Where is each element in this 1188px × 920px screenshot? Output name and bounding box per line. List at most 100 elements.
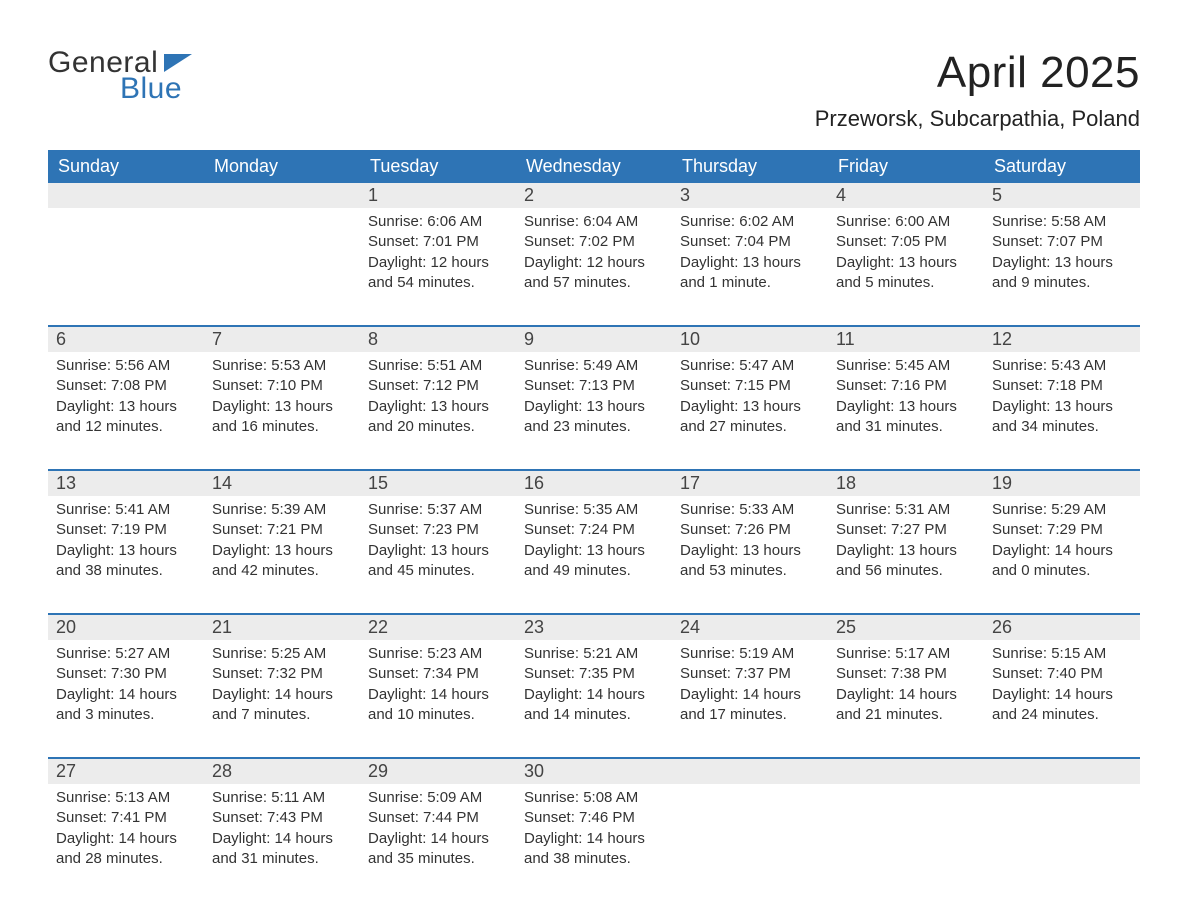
daylight-line: and 42 minutes. [212, 561, 352, 581]
sunrise-line: Sunrise: 5:08 AM [524, 788, 664, 808]
daylight-line: Daylight: 13 hours [992, 253, 1132, 273]
sunset-line: Sunset: 7:32 PM [212, 664, 352, 684]
sunrise-line: Sunrise: 5:56 AM [56, 356, 196, 376]
sunset-line: Sunset: 7:02 PM [524, 232, 664, 252]
sunrise-line: Sunrise: 5:51 AM [368, 356, 508, 376]
day-detail-cell [984, 784, 1140, 896]
day-detail-cell: Sunrise: 5:08 AMSunset: 7:46 PMDaylight:… [516, 784, 672, 896]
day-detail-cell: Sunrise: 5:49 AMSunset: 7:13 PMDaylight:… [516, 352, 672, 470]
day-detail-cell: Sunrise: 5:39 AMSunset: 7:21 PMDaylight:… [204, 496, 360, 614]
day-detail-cell: Sunrise: 5:15 AMSunset: 7:40 PMDaylight:… [984, 640, 1140, 758]
daylight-line: Daylight: 14 hours [56, 685, 196, 705]
sunset-line: Sunset: 7:05 PM [836, 232, 976, 252]
day-number-cell: 7 [204, 327, 360, 352]
sunset-line: Sunset: 7:26 PM [680, 520, 820, 540]
sunrise-line: Sunrise: 5:23 AM [368, 644, 508, 664]
sunrise-line: Sunrise: 5:41 AM [56, 500, 196, 520]
dow-header: Monday [204, 150, 360, 183]
daylight-line: Daylight: 14 hours [680, 685, 820, 705]
day-detail-cell: Sunrise: 5:37 AMSunset: 7:23 PMDaylight:… [360, 496, 516, 614]
header: General Blue April 2025 Przeworsk, Subca… [48, 48, 1140, 132]
sunrise-line: Sunrise: 6:00 AM [836, 212, 976, 232]
daylight-line: and 56 minutes. [836, 561, 976, 581]
daylight-line: and 27 minutes. [680, 417, 820, 437]
daylight-line: Daylight: 13 hours [56, 541, 196, 561]
sunrise-line: Sunrise: 6:06 AM [368, 212, 508, 232]
daylight-line: and 9 minutes. [992, 273, 1132, 293]
sunrise-line: Sunrise: 5:21 AM [524, 644, 664, 664]
dow-header: Friday [828, 150, 984, 183]
day-detail-cell: Sunrise: 5:19 AMSunset: 7:37 PMDaylight:… [672, 640, 828, 758]
day-detail-cell: Sunrise: 6:04 AMSunset: 7:02 PMDaylight:… [516, 208, 672, 326]
day-number-cell: 30 [516, 759, 672, 784]
daylight-line: Daylight: 14 hours [368, 829, 508, 849]
sunset-line: Sunset: 7:04 PM [680, 232, 820, 252]
sunrise-line: Sunrise: 5:31 AM [836, 500, 976, 520]
day-number-cell [48, 183, 204, 208]
daylight-line: Daylight: 14 hours [212, 685, 352, 705]
sunrise-line: Sunrise: 5:17 AM [836, 644, 976, 664]
day-number-cell [984, 759, 1140, 784]
daylight-line: and 53 minutes. [680, 561, 820, 581]
day-detail-cell: Sunrise: 5:35 AMSunset: 7:24 PMDaylight:… [516, 496, 672, 614]
sunset-line: Sunset: 7:10 PM [212, 376, 352, 396]
day-number-cell: 4 [828, 183, 984, 208]
sunrise-line: Sunrise: 5:11 AM [212, 788, 352, 808]
day-detail-cell [672, 784, 828, 896]
daylight-line: and 10 minutes. [368, 705, 508, 725]
day-detail-cell: Sunrise: 5:09 AMSunset: 7:44 PMDaylight:… [360, 784, 516, 896]
daylight-line: Daylight: 14 hours [524, 829, 664, 849]
dow-header: Sunday [48, 150, 204, 183]
daylight-line: and 38 minutes. [524, 849, 664, 869]
daylight-line: and 3 minutes. [56, 705, 196, 725]
sunset-line: Sunset: 7:16 PM [836, 376, 976, 396]
daylight-line: Daylight: 13 hours [680, 397, 820, 417]
sunrise-line: Sunrise: 5:45 AM [836, 356, 976, 376]
daylight-line: and 34 minutes. [992, 417, 1132, 437]
day-detail-cell: Sunrise: 6:02 AMSunset: 7:04 PMDaylight:… [672, 208, 828, 326]
dow-header: Thursday [672, 150, 828, 183]
day-detail-cell: Sunrise: 5:29 AMSunset: 7:29 PMDaylight:… [984, 496, 1140, 614]
day-detail-cell: Sunrise: 5:27 AMSunset: 7:30 PMDaylight:… [48, 640, 204, 758]
daylight-line: and 49 minutes. [524, 561, 664, 581]
sunrise-line: Sunrise: 5:33 AM [680, 500, 820, 520]
sunset-line: Sunset: 7:15 PM [680, 376, 820, 396]
day-detail-row: Sunrise: 5:27 AMSunset: 7:30 PMDaylight:… [48, 640, 1140, 758]
dow-header: Tuesday [360, 150, 516, 183]
sunset-line: Sunset: 7:23 PM [368, 520, 508, 540]
sunset-line: Sunset: 7:35 PM [524, 664, 664, 684]
daylight-line: and 28 minutes. [56, 849, 196, 869]
day-number-cell: 5 [984, 183, 1140, 208]
title-block: April 2025 Przeworsk, Subcarpathia, Pola… [815, 48, 1140, 132]
daylight-line: Daylight: 14 hours [212, 829, 352, 849]
day-number-row: 20212223242526 [48, 615, 1140, 640]
sunset-line: Sunset: 7:08 PM [56, 376, 196, 396]
daylight-line: and 5 minutes. [836, 273, 976, 293]
daylight-line: Daylight: 13 hours [836, 253, 976, 273]
sunrise-line: Sunrise: 6:02 AM [680, 212, 820, 232]
day-number-cell: 10 [672, 327, 828, 352]
day-number-cell: 6 [48, 327, 204, 352]
location-subtitle: Przeworsk, Subcarpathia, Poland [815, 106, 1140, 132]
sunset-line: Sunset: 7:38 PM [836, 664, 976, 684]
sunset-line: Sunset: 7:46 PM [524, 808, 664, 828]
sunrise-line: Sunrise: 5:39 AM [212, 500, 352, 520]
daylight-line: Daylight: 14 hours [368, 685, 508, 705]
sunrise-line: Sunrise: 5:15 AM [992, 644, 1132, 664]
calendar-page: General Blue April 2025 Przeworsk, Subca… [0, 0, 1188, 920]
day-detail-cell: Sunrise: 5:43 AMSunset: 7:18 PMDaylight:… [984, 352, 1140, 470]
sunset-line: Sunset: 7:34 PM [368, 664, 508, 684]
day-number-cell: 14 [204, 471, 360, 496]
sunset-line: Sunset: 7:41 PM [56, 808, 196, 828]
day-detail-cell: Sunrise: 5:31 AMSunset: 7:27 PMDaylight:… [828, 496, 984, 614]
daylight-line: Daylight: 13 hours [524, 397, 664, 417]
day-number-cell [204, 183, 360, 208]
day-of-week-header-row: Sunday Monday Tuesday Wednesday Thursday… [48, 150, 1140, 183]
daylight-line: Daylight: 14 hours [524, 685, 664, 705]
sunset-line: Sunset: 7:01 PM [368, 232, 508, 252]
sunrise-line: Sunrise: 6:04 AM [524, 212, 664, 232]
sunset-line: Sunset: 7:40 PM [992, 664, 1132, 684]
sunset-line: Sunset: 7:19 PM [56, 520, 196, 540]
day-number-cell: 23 [516, 615, 672, 640]
day-number-cell: 9 [516, 327, 672, 352]
